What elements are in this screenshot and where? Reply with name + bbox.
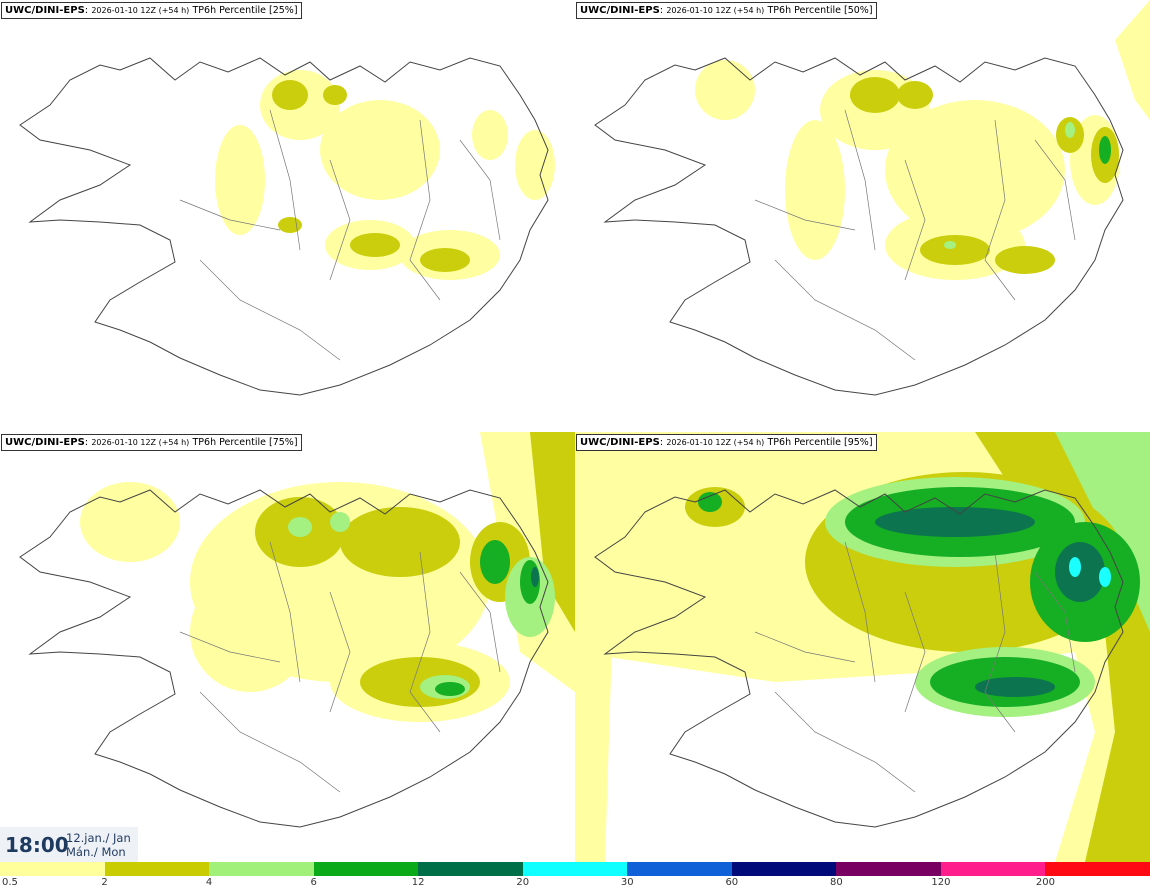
valid-time-box: 18:00 12.jan./ Jan Mán./ Mon bbox=[0, 827, 138, 862]
precip-map bbox=[19, 432, 575, 828]
panel-title: UWC/DINI-EPS: 2026-01-10 12Z (+54 h) TP6… bbox=[1, 434, 302, 451]
panel-title: UWC/DINI-EPS: 2026-01-10 12Z (+54 h) TP6… bbox=[1, 2, 302, 19]
valid-date-line2: Mán./ Mon bbox=[66, 845, 126, 859]
legend-bar bbox=[0, 862, 1150, 876]
precip-map bbox=[575, 432, 1150, 862]
legend-tick-label: 0.5 bbox=[2, 877, 18, 888]
panel-title: UWC/DINI-EPS: 2026-01-10 12Z (+54 h) TP6… bbox=[576, 434, 877, 451]
legend-swatch bbox=[0, 862, 105, 876]
legend-tick-label: 2 bbox=[101, 877, 108, 888]
legend-tick-label: 4 bbox=[205, 877, 213, 888]
legend-swatch bbox=[1045, 862, 1150, 876]
map-panel-p75: UWC/DINI-EPS: 2026-01-10 12Z (+54 h) TP6… bbox=[0, 432, 575, 862]
legend-swatch bbox=[940, 862, 1046, 876]
legend-swatch bbox=[836, 862, 941, 876]
legend-swatch bbox=[522, 862, 628, 876]
legend-swatch bbox=[209, 862, 314, 876]
legend-tick-label: 12 bbox=[411, 877, 425, 888]
valid-date-line1: 12.jan./ Jan bbox=[66, 831, 131, 845]
color-legend: 0.5 2 4 6 12 20 30 60 80 120 200 bbox=[0, 862, 1150, 891]
legend-tick-label: 80 bbox=[829, 877, 843, 888]
legend-swatch bbox=[313, 862, 419, 876]
legend-tick-label: 20 bbox=[516, 877, 530, 888]
valid-date: 12.jan./ Jan Mán./ Mon bbox=[66, 831, 131, 859]
legend-swatch bbox=[104, 862, 210, 876]
legend-tick-label: 30 bbox=[620, 877, 634, 888]
legend-tick-label: 60 bbox=[725, 877, 739, 888]
map-panel-p25: UWC/DINI-EPS: 2026-01-10 12Z (+54 h) TP6… bbox=[0, 0, 575, 430]
map-panel-p95: UWC/DINI-EPS: 2026-01-10 12Z (+54 h) TP6… bbox=[575, 432, 1150, 862]
panel-title: UWC/DINI-EPS: 2026-01-10 12Z (+54 h) TP6… bbox=[576, 2, 877, 19]
precip-map bbox=[594, 0, 1150, 396]
legend-swatch bbox=[418, 862, 523, 876]
valid-time: 18:00 bbox=[5, 833, 69, 857]
precip-map bbox=[19, 57, 555, 396]
legend-tick-label: 120 bbox=[931, 877, 951, 888]
legend-swatch bbox=[731, 862, 837, 876]
legend-swatch bbox=[627, 862, 732, 876]
legend-tick-label: 200 bbox=[1035, 877, 1055, 888]
legend-tick-label: 6 bbox=[310, 877, 317, 888]
map-panel-p50: UWC/DINI-EPS: 2026-01-10 12Z (+54 h) TP6… bbox=[575, 0, 1150, 430]
